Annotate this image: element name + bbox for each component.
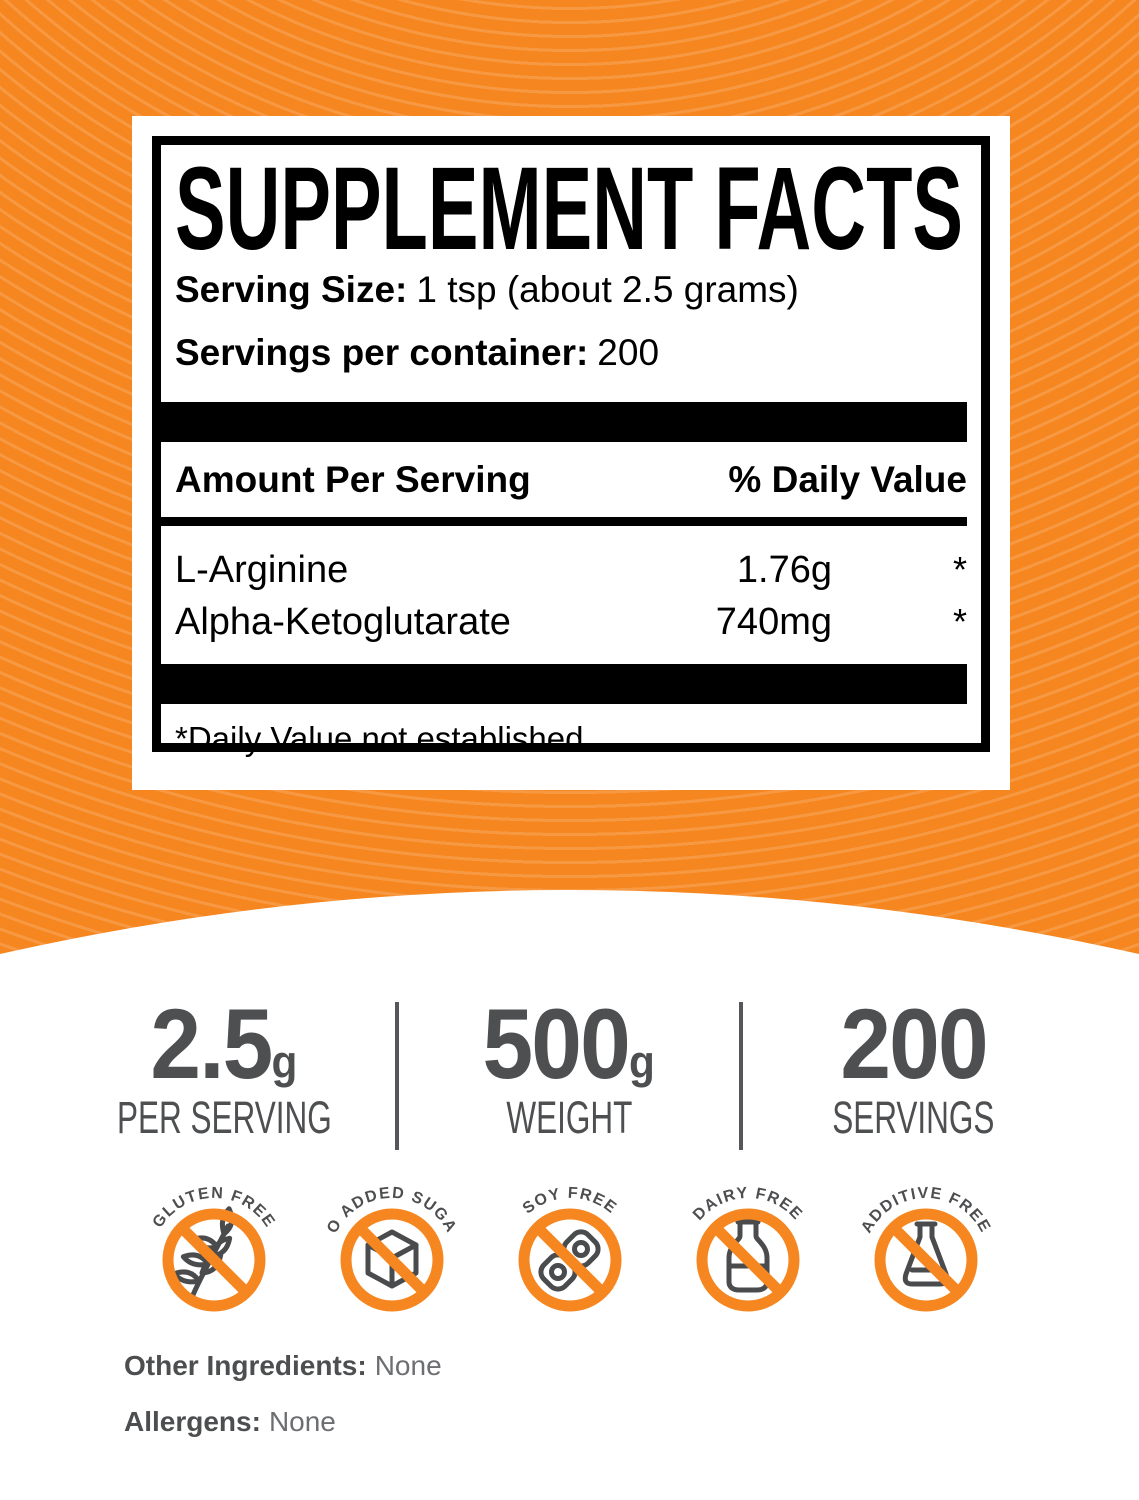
separator-bar-bottom xyxy=(161,663,967,704)
other-ingredients-label: Other Ingredients: xyxy=(124,1350,367,1381)
stats-strip: 2.5g PER SERVING 500g WEIGHT 200 SERVING… xyxy=(54,988,1084,1150)
badge-soy-free: SOY FREE xyxy=(481,1154,659,1326)
ban-slash-icon xyxy=(173,1220,254,1300)
table-row: Alpha-Ketoglutarate 740mg * xyxy=(175,600,967,645)
stat-label: WEIGHT xyxy=(506,1092,633,1144)
badge-label: GLUTEN FREE xyxy=(149,1185,276,1231)
panel-title: SUPPLEMENT FACTS xyxy=(175,163,963,259)
header-divider-rule xyxy=(161,516,967,526)
allergens-value: None xyxy=(268,1406,336,1437)
serving-size-line: Serving Size: 1 tsp (about 2.5 grams) xyxy=(175,267,967,313)
supplement-facts-panel: SUPPLEMENT FACTS Serving Size: 1 tsp (abo… xyxy=(132,116,1010,790)
stat-value: 2.5g xyxy=(150,988,298,1099)
servings-per-container-line: Servings per container: 200 xyxy=(175,330,967,376)
ban-circle-icon xyxy=(874,1208,977,1312)
other-ingredients-value: None xyxy=(374,1350,442,1381)
ban-slash-icon xyxy=(707,1220,788,1300)
facts-border: SUPPLEMENT FACTS Serving Size: 1 tsp (abo… xyxy=(152,136,990,757)
svg-text:GLUTEN FREE: GLUTEN FREE xyxy=(149,1185,278,1231)
separator-bar-top xyxy=(161,401,967,442)
stat-weight: 500g WEIGHT xyxy=(399,988,740,1150)
allergens-line: Allergens: None xyxy=(124,1408,442,1436)
ban-slash-icon xyxy=(529,1220,610,1300)
ingredient-daily-value: * xyxy=(952,600,967,642)
ingredient-name: Alpha-Ketoglutarate xyxy=(175,600,511,643)
ban-circle-icon xyxy=(518,1208,621,1312)
footer-info: Other Ingredients: None Allergens: None xyxy=(124,1352,442,1464)
servings-per-container-value: 200 xyxy=(597,332,660,374)
svg-text:NO ADDED SUGAR: NO ADDED SUGAR xyxy=(303,1154,460,1236)
badge-no-added-sugar: NO ADDED SUGAR xyxy=(303,1154,481,1326)
stat-value: 500g xyxy=(482,988,656,1099)
panel-title-text: SUPPLEMENT FACTS xyxy=(175,163,963,259)
table-header-row: Amount Per Serving % Daily Value xyxy=(175,458,967,502)
badge-dairy-free: DAIRY FREE xyxy=(659,1154,837,1326)
stat-unit: g xyxy=(629,1036,656,1088)
ban-slash-icon xyxy=(351,1220,432,1300)
amount-per-serving-header: Amount Per Serving xyxy=(175,458,531,500)
ban-circle-icon xyxy=(696,1208,799,1312)
badge-additive-free: ADDITIVE FREE xyxy=(837,1154,1015,1326)
table-row: L-Arginine 1.76g * xyxy=(175,548,967,593)
stat-value: 200 xyxy=(840,988,988,1099)
stat-servings: 200 SERVINGS xyxy=(743,988,1084,1150)
stat-label: PER SERVING xyxy=(116,1092,332,1144)
daily-value-footnote: *Daily Value not established. xyxy=(175,719,593,757)
stat-divider xyxy=(394,1002,399,1150)
free-from-badges: GLUTEN FREE NO ADDED SUGAR xyxy=(0,1154,1139,1326)
allergens-label: Allergens: xyxy=(124,1406,261,1437)
serving-size-label: Serving Size: xyxy=(175,269,408,310)
ingredient-table: L-Arginine 1.76g * Alpha-Ketoglutarate 7… xyxy=(175,548,967,645)
stat-label: SERVINGS xyxy=(832,1092,995,1144)
stat-divider xyxy=(739,1002,744,1150)
ban-slash-icon xyxy=(885,1220,966,1300)
servings-per-container-label: Servings per container: xyxy=(175,332,589,374)
ingredient-name: L-Arginine xyxy=(175,548,349,591)
ingredient-amount: 740mg xyxy=(715,600,832,643)
serving-size-value: 1 tsp (about 2.5 grams) xyxy=(416,269,799,310)
ingredient-daily-value: * xyxy=(952,548,967,590)
ban-circle-icon xyxy=(340,1208,443,1312)
ingredient-amount: 1.76g xyxy=(736,548,832,591)
badge-gluten-free: GLUTEN FREE xyxy=(125,1154,303,1326)
daily-value-header: % Daily Value xyxy=(728,458,967,500)
ban-circle-icon xyxy=(162,1208,265,1312)
stat-unit: g xyxy=(271,1036,298,1088)
stat-per-serving: 2.5g PER SERVING xyxy=(54,988,395,1150)
white-curve-divider xyxy=(0,890,1139,956)
other-ingredients-line: Other Ingredients: None xyxy=(124,1352,442,1380)
badge-label: NO ADDED SUGAR xyxy=(303,1154,458,1236)
